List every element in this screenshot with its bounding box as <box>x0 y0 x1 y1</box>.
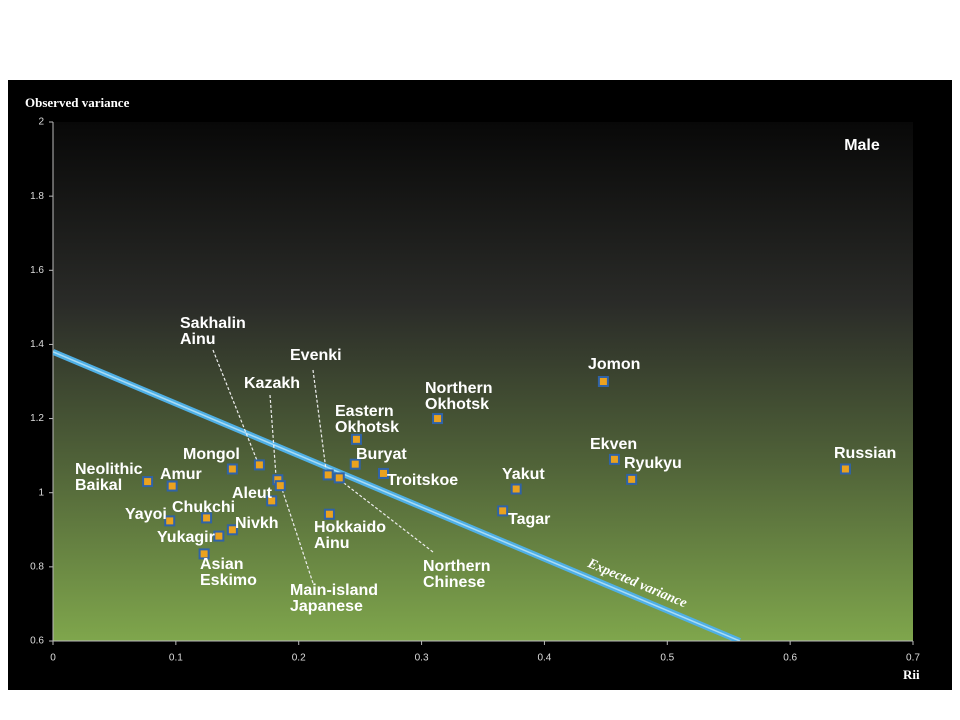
point-label: Amur <box>160 466 202 483</box>
point-label: Northern <box>423 558 491 575</box>
point-label: Kazakh <box>244 375 300 392</box>
x-tick-label: 0 <box>50 653 56 664</box>
y-tick-label: 2 <box>38 117 44 128</box>
y-tick-label: 0.6 <box>30 636 44 647</box>
point-label: Buryat <box>356 446 407 463</box>
leader-line <box>212 349 259 464</box>
point-label: Aleut <box>232 485 273 502</box>
point-label: Okhotsk <box>425 396 489 413</box>
y-tick-label: 1 <box>38 487 44 498</box>
expected-line-group <box>53 349 741 641</box>
data-point <box>510 483 522 495</box>
data-point <box>142 476 154 488</box>
y-tick-label: 1.4 <box>30 339 44 350</box>
x-tick-label: 0.3 <box>415 653 429 664</box>
leader-line <box>281 488 314 584</box>
data-point <box>323 508 335 520</box>
data-point <box>597 376 609 387</box>
x-tick-label: 0.1 <box>169 653 183 664</box>
point-label: Chukchi <box>172 499 235 516</box>
point-label: Ainu <box>180 331 216 348</box>
point-label: Evenki <box>290 347 342 364</box>
data-point <box>333 472 345 484</box>
point-label: Chinese <box>423 574 485 591</box>
data-point <box>608 453 620 465</box>
point-label: Jomon <box>588 356 640 373</box>
x-tick-label: 0.7 <box>906 653 920 664</box>
point-label: Russian <box>834 445 896 462</box>
point-label: Neolithic <box>75 461 143 478</box>
data-point <box>432 413 444 425</box>
panel-title: Male <box>844 137 880 154</box>
data-point <box>497 505 509 517</box>
data-point <box>201 512 213 524</box>
point-label: Asian <box>200 556 244 573</box>
data-point <box>226 524 238 536</box>
data-point <box>266 495 278 507</box>
point-label: Northern <box>425 380 493 397</box>
point-label: Okhotsk <box>335 419 399 436</box>
point-label: Eastern <box>335 403 394 420</box>
point-label: Yukagir <box>157 529 215 546</box>
data-point <box>213 530 225 542</box>
x-tick-label: 0.5 <box>660 653 674 664</box>
leader-line <box>269 394 277 477</box>
data-point <box>164 515 176 527</box>
point-label: Sakhalin <box>180 315 246 332</box>
data-point <box>226 463 238 475</box>
point-label: Yayoi <box>125 506 167 523</box>
data-point <box>349 458 361 470</box>
x-tick-label: 0.2 <box>292 653 306 664</box>
data-point <box>274 480 286 492</box>
point-label: Baikal <box>75 477 122 494</box>
point-label: Japanese <box>290 598 363 615</box>
data-point <box>377 467 389 479</box>
y-tick-label: 1.6 <box>30 265 44 276</box>
plot-area <box>53 122 913 641</box>
x-tick-label: 0.4 <box>537 653 551 664</box>
point-label: Mongol <box>183 446 240 463</box>
data-point <box>166 480 178 492</box>
x-tick-label: 0.6 <box>783 653 797 664</box>
data-point <box>839 463 851 475</box>
point-label: Yakut <box>502 466 545 483</box>
point-label: Nivkh <box>235 515 279 532</box>
y-tick-label: 0.8 <box>30 561 44 572</box>
point-label: Tagar <box>508 511 550 528</box>
point-label: Hokkaido <box>314 519 386 536</box>
point-label: Ainu <box>314 535 350 552</box>
y-tick-label: 1.2 <box>30 413 44 424</box>
point-label: Ekven <box>590 436 637 453</box>
data-point <box>322 469 334 481</box>
data-point <box>350 433 362 445</box>
x-axis-label: Rii <box>903 667 920 682</box>
expected-line-highlight <box>53 351 741 641</box>
leader-line <box>312 369 327 471</box>
point-label: Ryukyu <box>624 455 682 472</box>
data-point <box>626 473 638 485</box>
data-point <box>253 459 265 471</box>
point-label: Troitskoe <box>387 472 458 489</box>
point-label: Main-island <box>290 582 378 599</box>
y-tick-label: 1.8 <box>30 191 44 202</box>
point-label: Eskimo <box>200 572 257 589</box>
y-axis-label: Observed variance <box>25 95 130 110</box>
data-point <box>198 548 210 560</box>
